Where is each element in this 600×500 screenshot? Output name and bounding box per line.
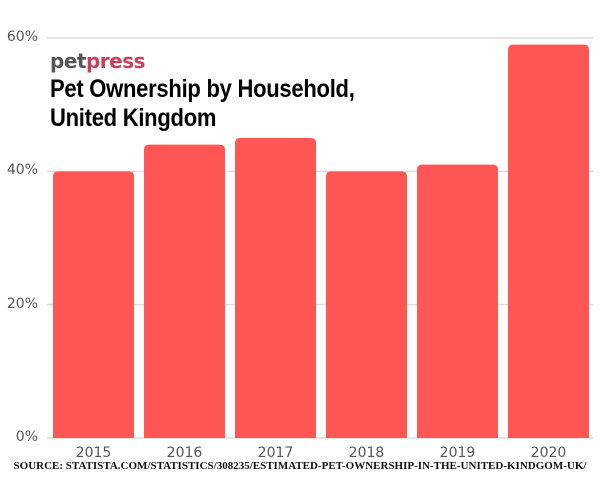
bar: [144, 144, 225, 438]
y-tick-label: 60%: [6, 29, 38, 45]
x-tick-label: 2015: [75, 445, 112, 461]
y-tick-label: 0%: [15, 429, 38, 445]
x-tick-label: 2018: [348, 445, 385, 461]
bar-chart: [47, 37, 593, 439]
x-tick-label: 2019: [439, 445, 476, 461]
x-tick-label: 2016: [166, 445, 203, 461]
y-tick-label: 40%: [6, 162, 38, 179]
y-tick-label: 20%: [6, 295, 38, 312]
petpress-logo: petpress: [50, 49, 146, 73]
source-note: SOURCE: STATISTA.COM/STATISTICS/308235/E…: [13, 460, 587, 472]
chart-title: Pet Ownership by Household, United Kingd…: [50, 75, 355, 132]
x-tick-label: 2017: [257, 445, 294, 461]
bar: [508, 44, 589, 439]
bar: [326, 171, 407, 439]
bar: [417, 164, 498, 438]
bar: [235, 138, 316, 438]
x-tick-label: 2020: [530, 445, 567, 461]
bar: [53, 171, 134, 439]
